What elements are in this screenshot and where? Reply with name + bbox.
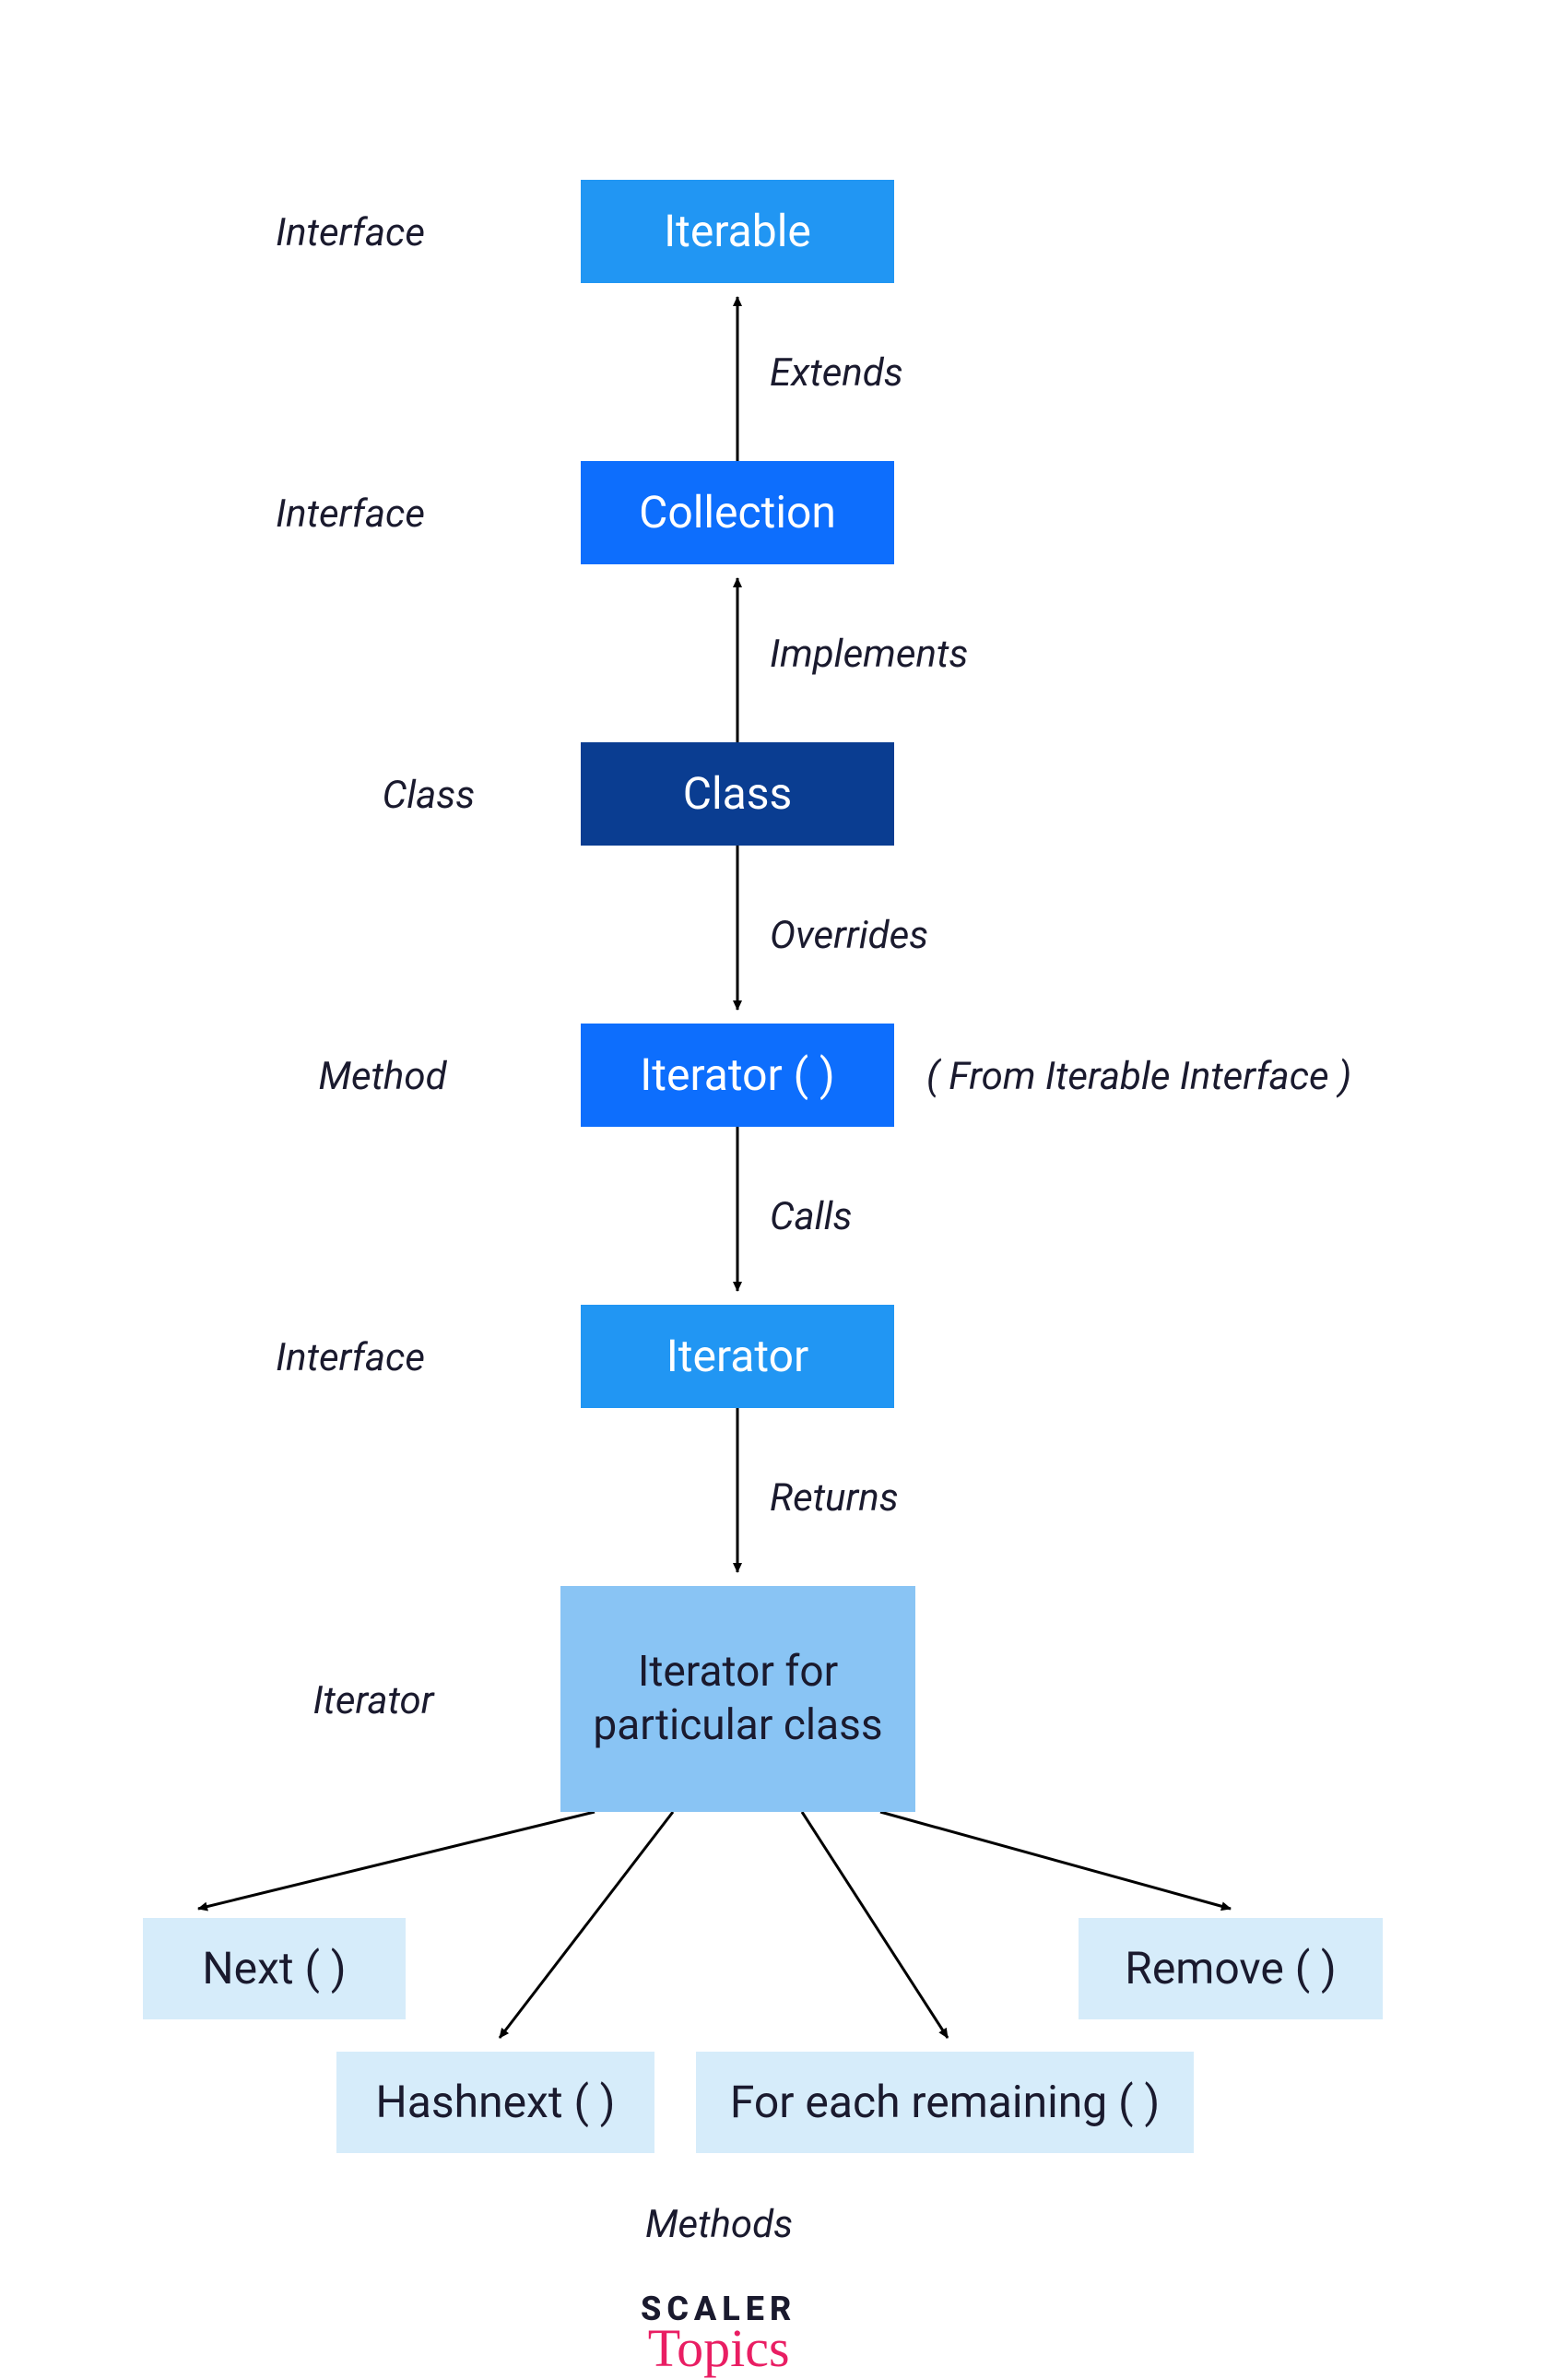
edge-label-implements: Implements bbox=[770, 632, 968, 677]
node-class: Class bbox=[581, 742, 894, 846]
label-interface-iterator: Interface bbox=[276, 1335, 425, 1380]
node-collection-text: Collection bbox=[639, 485, 836, 540]
edge-label-calls: Calls bbox=[770, 1194, 853, 1239]
edge-label-extends: Extends bbox=[770, 350, 903, 396]
node-iterator-interface-text: Iterator bbox=[666, 1329, 809, 1384]
node-remove-text: Remove ( ) bbox=[1125, 1941, 1337, 1996]
node-next: Next ( ) bbox=[143, 1918, 406, 2019]
node-iterator-method: Iterator ( ) bbox=[581, 1024, 894, 1127]
label-iterator: Iterator bbox=[312, 1678, 433, 1723]
scaler-topics-logo: SCALER Topics bbox=[641, 2290, 796, 2379]
node-iterator-for-class-text: Iterator for particular class bbox=[579, 1646, 897, 1752]
label-interface-iterable: Interface bbox=[276, 210, 425, 255]
edge-label-returns: Returns bbox=[770, 1475, 899, 1521]
label-method: Method bbox=[318, 1054, 446, 1099]
node-next-text: Next ( ) bbox=[202, 1941, 346, 1996]
node-iterator-interface: Iterator bbox=[581, 1305, 894, 1408]
node-hashnext: Hashnext ( ) bbox=[336, 2052, 654, 2153]
label-class: Class bbox=[383, 773, 476, 818]
node-foreach: For each remaining ( ) bbox=[696, 2052, 1194, 2153]
logo-bottom-text: Topics bbox=[641, 2317, 796, 2379]
node-iterable: Iterable bbox=[581, 180, 894, 283]
label-methods: Methods bbox=[645, 2202, 793, 2247]
node-remove: Remove ( ) bbox=[1079, 1918, 1383, 2019]
node-iterator-for-class: Iterator for particular class bbox=[560, 1586, 915, 1812]
node-hashnext-text: Hashnext ( ) bbox=[376, 2075, 616, 2130]
node-iterable-text: Iterable bbox=[664, 204, 811, 259]
node-foreach-text: For each remaining ( ) bbox=[730, 2075, 1160, 2130]
edge-label-overrides: Overrides bbox=[770, 913, 928, 958]
node-class-text: Class bbox=[683, 766, 793, 822]
node-collection: Collection bbox=[581, 461, 894, 564]
node-iterator-method-text: Iterator ( ) bbox=[640, 1047, 834, 1103]
label-interface-collection: Interface bbox=[276, 491, 425, 537]
label-from-iterable: ( From Iterable Interface ) bbox=[926, 1054, 1351, 1099]
